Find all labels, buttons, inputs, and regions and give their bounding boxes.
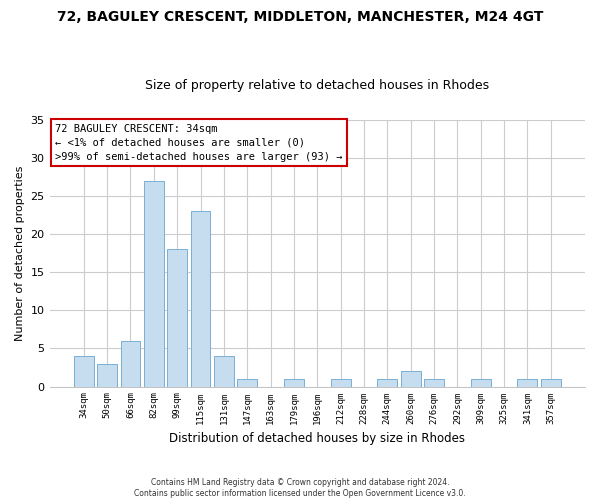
Bar [97,364,117,386]
Title: Size of property relative to detached houses in Rhodes: Size of property relative to detached ho… [145,79,490,92]
Y-axis label: Number of detached properties: Number of detached properties [15,166,25,340]
Bar [214,356,234,386]
Bar [424,379,444,386]
Text: 72, BAGULEY CRESCENT, MIDDLETON, MANCHESTER, M24 4GT: 72, BAGULEY CRESCENT, MIDDLETON, MANCHES… [57,10,543,24]
Bar [284,379,304,386]
Bar [191,211,211,386]
Bar [238,379,257,386]
Text: Contains HM Land Registry data © Crown copyright and database right 2024.
Contai: Contains HM Land Registry data © Crown c… [134,478,466,498]
Bar [144,180,164,386]
Bar [401,372,421,386]
X-axis label: Distribution of detached houses by size in Rhodes: Distribution of detached houses by size … [169,432,465,445]
Bar [471,379,491,386]
Bar [331,379,350,386]
Bar [517,379,538,386]
Bar [377,379,397,386]
Bar [167,249,187,386]
Bar [74,356,94,386]
Text: 72 BAGULEY CRESCENT: 34sqm
← <1% of detached houses are smaller (0)
>99% of semi: 72 BAGULEY CRESCENT: 34sqm ← <1% of deta… [55,124,343,162]
Bar [541,379,560,386]
Bar [121,341,140,386]
